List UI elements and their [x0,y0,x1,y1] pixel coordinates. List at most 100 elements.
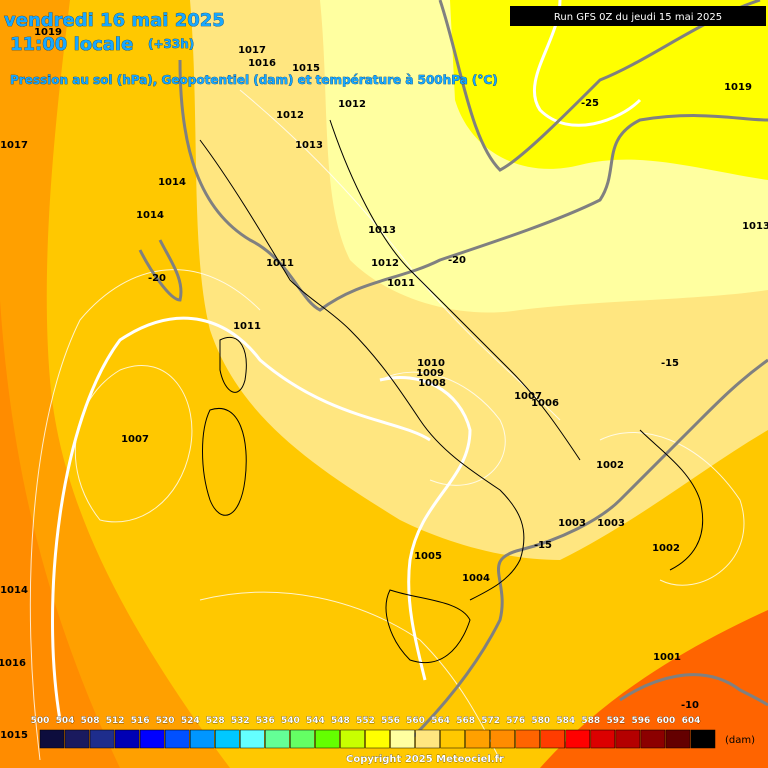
legend: 500 504 508 512 516 520 524 528 532 536 540 544 548 5… [30,716,716,749]
coastline [199,119,704,664]
pressure-label: 1001 [653,652,681,663]
isotherms [138,0,768,742]
legend-label: 508 [81,716,100,726]
legend-label: 552 [356,716,375,726]
run-box [510,6,766,26]
legend-swatch [290,729,315,749]
date: vendredi 16 mai 2025 [4,10,225,31]
pressure-label: 1016 [248,58,276,69]
legend-label: 520 [156,716,175,726]
pressure-label: 1012 [338,99,366,110]
pressure-label: 1010 [417,358,445,369]
field [540,610,768,768]
pressure-label: 1014 [158,177,186,188]
legend-swatch [64,729,90,749]
pressure-label: 1009 [416,368,444,379]
legend-swatch [615,729,641,749]
legend-swatch [265,729,290,749]
pressure-label: 1003 [558,518,586,529]
pressure-label: 1002 [652,543,680,554]
pressure-labels: 1019 1017 1016 1015 1019 1012 1012 1017 … [0,27,768,741]
pressure-label: 1013 [295,140,323,151]
field [0,300,120,768]
pressure-label: 1015 [292,63,320,74]
legend-swatch [465,729,490,749]
temperature-label: -15 [534,540,552,551]
pressure-label: 1002 [596,460,624,471]
time: 11:00 locale [10,34,133,55]
legend-swatch [665,729,691,749]
temperature-label: -10 [681,700,699,711]
legend-swatch [89,729,115,749]
legend-label: 528 [206,716,225,726]
pressure-label: 1015 [0,730,28,741]
legend-label: 560 [406,716,425,726]
legend-label: 568 [456,716,475,726]
pressure-label: 1013 [742,221,768,232]
legend-label: 588 [581,716,600,726]
legend-swatch [440,729,465,749]
run: Run GFS 0Z du jeudi 15 mai 2025 [554,12,722,23]
legend-swatch [515,729,540,749]
pressure-label: 1014 [0,585,28,596]
pressure-label: 1012 [276,110,304,121]
legend-label: 572 [481,716,500,726]
pressure-label: 1019 [724,82,752,93]
legend-swatch [189,729,215,749]
pressure-label: 1007 [121,434,149,445]
legend-label: 556 [381,716,400,726]
legend-label: 580 [531,716,550,726]
pressure-label: 1011 [387,278,415,289]
legend-swatch [139,729,165,749]
legend-label: 596 [631,716,650,726]
legend-swatch [690,729,716,749]
pressure-label: 1003 [597,518,625,529]
legend-label: 536 [256,716,275,726]
legend-label: 576 [506,716,525,726]
pressure-label: 1014 [136,210,164,221]
temperature-label: -20 [148,273,166,284]
pressure-label: 1016 [0,658,26,669]
pressure-label: 1011 [233,321,261,332]
legend-swatch [340,729,365,749]
legend-swatch [315,729,340,749]
legend-swatch [565,729,591,749]
legend-swatch [590,729,616,749]
temperature-label: -25 [581,98,599,109]
legend-swatch [490,729,515,749]
pressure-label: 1012 [371,258,399,269]
lead: (+33h) [148,37,194,51]
legend-swatch [415,729,440,749]
legend-swatch [390,729,415,749]
legend-swatch [540,729,566,749]
legend-label: 600 [657,716,676,726]
legend-label: 512 [106,716,125,726]
legend-label: 524 [181,716,200,726]
pressure-label: 1013 [368,225,396,236]
temperature-label: -20 [448,255,466,266]
pressure-label: 1004 [462,573,490,584]
pressure-label: 1008 [418,378,446,389]
geopotential-lines [51,0,642,721]
legend-label: 500 [31,716,50,726]
legend-swatch [215,729,240,749]
legend-label: 592 [606,716,625,726]
legend-unit: (dam) [725,735,755,746]
legend-label: 504 [56,716,75,726]
legend-swatch [39,729,65,749]
legend-label: 540 [281,716,300,726]
pressure-label: 1006 [531,398,559,409]
pressure-label: 1011 [266,258,294,269]
temperature-label: -15 [661,358,679,369]
legend-label: 516 [131,716,150,726]
pressure-label: 1005 [414,551,442,562]
legend-label: 548 [331,716,350,726]
legend-label: 564 [431,716,450,726]
pressure-label: 1017 [238,45,266,56]
field [450,0,768,180]
legend-label: 604 [682,716,701,726]
field [0,0,230,768]
legend-label: 544 [306,716,325,726]
legend-label: 584 [556,716,575,726]
